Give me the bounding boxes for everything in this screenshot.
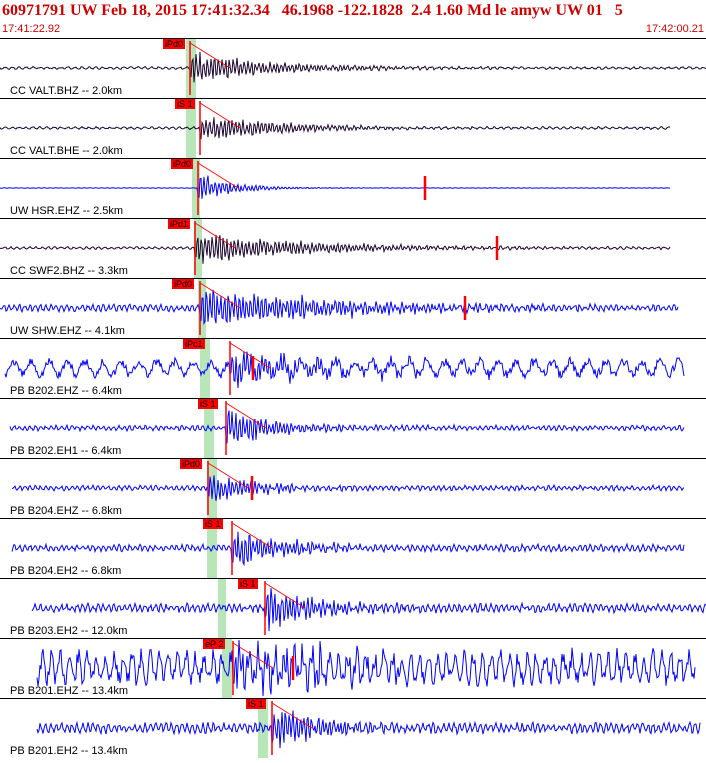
coda-line (207, 462, 249, 489)
waveform-trace (0, 51, 706, 83)
waveform-trace (0, 289, 679, 326)
arrival-band (207, 458, 217, 518)
arrival-band (200, 338, 210, 398)
waveform-trace (36, 710, 701, 749)
pick-tag[interactable]: iS 1 (203, 519, 223, 529)
arrival-band (186, 38, 196, 98)
coda-line (197, 162, 239, 189)
pick-tag[interactable]: iPd1 (168, 219, 191, 229)
station-label: CC SWF2.BHZ -- 3.3km (10, 265, 128, 277)
waveform-trace (11, 531, 685, 567)
station-label: CC VALT.BHZ -- 2.0km (10, 85, 123, 97)
arrival-band (222, 638, 232, 698)
pick-tag[interactable]: eP 2 (203, 639, 226, 649)
seismogram-plot[interactable]: iPd0 CC VALT.BHZ -- 2.0km iS 1 CC VALT.BHE … (0, 38, 706, 759)
end-time-label: 17:42:00.21 (645, 23, 704, 35)
station-label: UW HSR.EHZ -- 2.5km (10, 205, 124, 217)
station-label: UW SHW.EHZ -- 4.1km (10, 325, 125, 337)
station-label: PB B202.EH1 -- 6.4km (10, 445, 122, 457)
coda-line (231, 522, 273, 549)
start-time-label: 17:41:22.92 (2, 23, 61, 35)
station-label: PB B203.EH2 -- 12.0km (10, 625, 128, 637)
station-label: PB B202.EHZ -- 6.4km (10, 385, 122, 397)
event-title: 60971791 UW Feb 18, 2015 17:41:32.34 46.… (2, 2, 623, 19)
waveform-trace (36, 639, 696, 697)
seismogram-header: 60971791 UW Feb 18, 2015 17:41:32.34 46.… (0, 0, 706, 38)
waveform-trace (0, 175, 671, 199)
pick-tag[interactable]: iPd0 (163, 39, 186, 49)
station-label: PB B201.EH2 -- 13.4km (10, 745, 128, 757)
pick-tag[interactable]: iPd0 (172, 279, 195, 289)
station-label: CC VALT.BHE -- 2.0km (10, 145, 123, 157)
coda-line (229, 342, 271, 369)
seismogram-canvas[interactable] (0, 38, 706, 759)
pick-tag[interactable]: iPc1 (183, 339, 205, 349)
station-label: PB B204.EHZ -- 6.8km (10, 505, 122, 517)
waveform-trace (11, 475, 685, 501)
pick-tag[interactable]: iS 1 (175, 99, 195, 109)
station-label: PB B204.EH2 -- 6.8km (10, 565, 122, 577)
coda-line (271, 702, 313, 729)
pick-tag[interactable]: iS 1 (238, 579, 258, 589)
coda-line (232, 642, 274, 669)
coda-line (264, 582, 306, 609)
station-label: PB B201.EHZ -- 13.4km (10, 685, 128, 697)
coda-line (199, 102, 241, 129)
waveform-trace (4, 351, 685, 389)
coda-line (189, 42, 231, 69)
waveform-trace (0, 234, 671, 264)
coda-line (194, 222, 236, 249)
coda-line (199, 282, 241, 309)
pick-tag[interactable]: iS 1 (198, 399, 218, 409)
pick-tag[interactable]: iPd0 (171, 159, 194, 169)
coda-line (225, 402, 267, 429)
waveform-trace (9, 410, 685, 444)
pick-tag[interactable]: iS 1 (246, 699, 266, 709)
arrival-band (258, 698, 268, 758)
pick-tag[interactable]: iPd0 (180, 459, 203, 469)
waveform-trace (31, 588, 706, 632)
waveform-trace (0, 117, 671, 140)
